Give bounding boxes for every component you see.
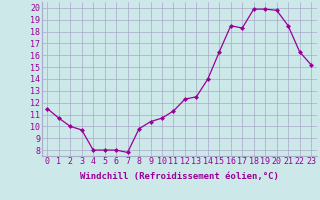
X-axis label: Windchill (Refroidissement éolien,°C): Windchill (Refroidissement éolien,°C) [80,172,279,181]
